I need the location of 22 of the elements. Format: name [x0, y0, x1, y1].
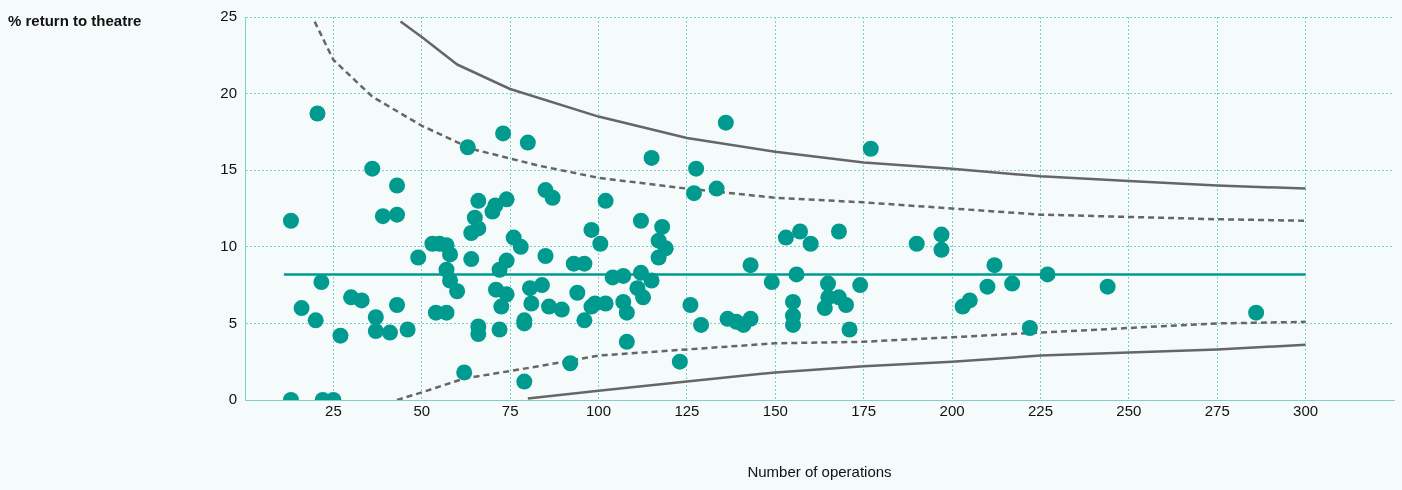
x-tick-label: 200: [939, 402, 965, 420]
line-series: [395, 320, 1307, 400]
y-tick-label: 0: [228, 390, 237, 408]
x-tick-label: 100: [586, 402, 612, 420]
x-tick-label: 300: [1293, 402, 1319, 420]
text: % return to theatre: [8, 12, 142, 30]
y-tick-label: 15: [220, 160, 237, 178]
y-tick-label: 20: [220, 83, 237, 101]
y-tick-label: 25: [220, 7, 237, 25]
x-tick-label: 75: [501, 402, 519, 420]
x-tick-label: 25: [325, 402, 342, 420]
x-tick-label: 175: [851, 402, 877, 420]
x-tick-label: 275: [1204, 402, 1230, 420]
x-tick-label: 150: [762, 402, 788, 420]
line-series: [313, 20, 1307, 223]
x-axis-title: Number of operations: [747, 463, 892, 481]
x-tick-label: 250: [1116, 402, 1142, 420]
y-tick-label: 5: [228, 313, 237, 331]
x-tick-label: 225: [1027, 402, 1053, 420]
y-tick-label: 10: [220, 236, 237, 254]
x-tick-label: 50: [413, 402, 431, 420]
x-tick-label: 125: [674, 402, 700, 420]
